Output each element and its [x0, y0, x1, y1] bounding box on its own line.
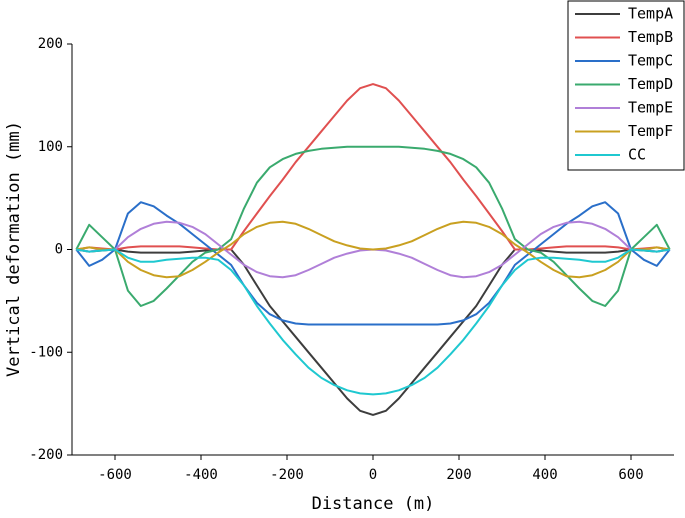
y-tick-label: -100 — [29, 344, 63, 360]
y-tick-label: 200 — [38, 36, 63, 52]
series-line — [76, 220, 670, 279]
x-tick-label: 400 — [532, 467, 557, 483]
x-tick-label: -600 — [98, 467, 132, 483]
series-line — [76, 248, 670, 416]
x-tick-label: 0 — [369, 467, 377, 483]
series-line — [75, 201, 671, 326]
y-tick-label: 0 — [55, 242, 63, 258]
series-line — [76, 83, 670, 251]
legend-label: TempF — [628, 122, 673, 140]
y-axis-label: Vertical deformation (mm) — [4, 121, 24, 377]
legend-label: TempA — [628, 5, 673, 23]
x-tick-label: 600 — [618, 467, 643, 483]
legend-label: CC — [628, 146, 646, 164]
legend-label: TempD — [628, 75, 673, 93]
series-line — [76, 248, 670, 396]
x-tick-label: -200 — [270, 467, 304, 483]
series-line — [75, 145, 671, 307]
legend-label: TempE — [628, 99, 673, 117]
y-tick-label: 100 — [38, 139, 63, 155]
legend-label: TempB — [628, 28, 673, 46]
legend-label: TempC — [628, 52, 673, 70]
x-tick-label: 200 — [446, 467, 471, 483]
x-tick-label: -400 — [184, 467, 218, 483]
y-tick-label: -200 — [29, 447, 63, 463]
x-axis-label: Distance (m) — [312, 494, 435, 514]
